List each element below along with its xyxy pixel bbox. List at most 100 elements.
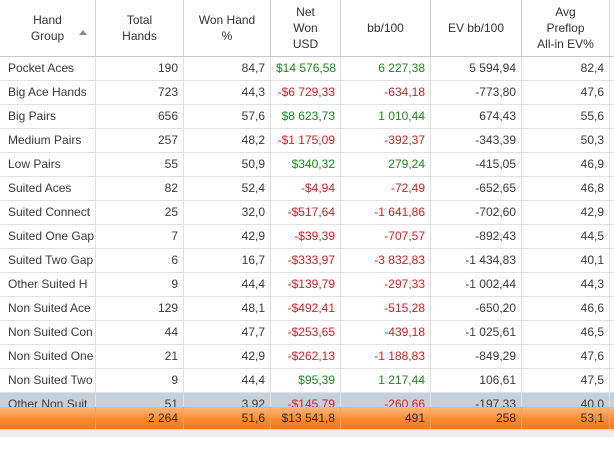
cell-hand-group: Medium Pairs xyxy=(0,129,96,152)
cell-hand-group: Suited Two Gap xyxy=(0,249,96,272)
cell-net-won-usd: $95,39 xyxy=(271,369,341,392)
total-avg-allin-ev: 53,1 xyxy=(522,407,610,429)
cell-bb-100: -297,33 xyxy=(341,273,431,296)
cell-net-won-usd: -$1 175,09 xyxy=(271,129,341,152)
row-filler xyxy=(610,225,614,248)
cell-total-hands: 723 xyxy=(96,81,184,104)
row-filler xyxy=(610,345,614,368)
cell-net-won-usd: -$333,97 xyxy=(271,249,341,272)
cell-hand-group: Non Suited One xyxy=(0,345,96,368)
cell-bb-100: -392,37 xyxy=(341,129,431,152)
cell-ev-bb-100: -343,39 xyxy=(431,129,522,152)
cell-avg-allin-ev: 82,4 xyxy=(522,57,610,80)
cell-total-hands: 55 xyxy=(96,153,184,176)
column-header-net-won-usd[interactable]: Net Won USD xyxy=(271,0,341,56)
cell-won-hand-pct: 57,6 xyxy=(184,105,271,128)
cell-ev-bb-100: 674,43 xyxy=(431,105,522,128)
totals-row: 2 264 51,6 $13 541,8 491 258 53,1 xyxy=(0,407,614,429)
column-header-bb-100[interactable]: bb/100 xyxy=(341,0,431,56)
cell-won-hand-pct: 44,3 xyxy=(184,81,271,104)
table-row[interactable]: Suited Aces 82 52,4 -$4,94 -72,49 -652,65 46,8 xyxy=(0,177,614,201)
table-row[interactable]: Suited One Gap 7 42,9 -$39,39 -707,57 -892,43… xyxy=(0,225,614,249)
cell-total-hands: 21 xyxy=(96,345,184,368)
row-filler xyxy=(610,57,614,80)
cell-total-hands: 257 xyxy=(96,129,184,152)
table-row[interactable]: Suited Two Gap 6 16,7 -$333,97 -3 832,83 -1 4… xyxy=(0,249,614,273)
cell-bb-100: 1 010,44 xyxy=(341,105,431,128)
cell-won-hand-pct: 47,7 xyxy=(184,321,271,344)
cell-avg-allin-ev: 40,1 xyxy=(522,249,610,272)
table-row[interactable]: Medium Pairs 257 48,2 -$1 175,09 -392,37 -343… xyxy=(0,129,614,153)
cell-avg-allin-ev: 50,3 xyxy=(522,129,610,152)
cell-net-won-usd: -$253,65 xyxy=(271,321,341,344)
row-filler xyxy=(610,321,614,344)
table-body: Pocket Aces 190 84,7 $14 576,58 6 227,38 5 59… xyxy=(0,57,614,417)
cell-total-hands: 190 xyxy=(96,57,184,80)
cell-avg-allin-ev: 47,5 xyxy=(522,369,610,392)
cell-total-hands: 82 xyxy=(96,177,184,200)
sort-ascending-icon[interactable] xyxy=(79,30,87,35)
cell-won-hand-pct: 52,4 xyxy=(184,177,271,200)
cell-net-won-usd: -$262,13 xyxy=(271,345,341,368)
cell-avg-allin-ev: 46,9 xyxy=(522,153,610,176)
horizontal-scrollbar[interactable] xyxy=(0,429,614,437)
row-filler xyxy=(610,297,614,320)
table-row[interactable]: Suited Connect 25 32,0 -$517,64 -1 641,86 -70… xyxy=(0,201,614,225)
cell-hand-group: Suited Aces xyxy=(0,177,96,200)
cell-ev-bb-100: -652,65 xyxy=(431,177,522,200)
cell-bb-100: 1 217,44 xyxy=(341,369,431,392)
table-row[interactable]: Non Suited Con 44 47,7 -$253,65 -439,18 -1 02… xyxy=(0,321,614,345)
cell-hand-group: Non Suited Two xyxy=(0,369,96,392)
cell-total-hands: 7 xyxy=(96,225,184,248)
cell-hand-group: Pocket Aces xyxy=(0,57,96,80)
column-header-row: Hand Group Total Hands Won Hand % Net Wo… xyxy=(0,0,614,57)
row-filler xyxy=(610,153,614,176)
column-header-ev-bb-100[interactable]: EV bb/100 xyxy=(431,0,522,56)
cell-ev-bb-100: 5 594,94 xyxy=(431,57,522,80)
total-group xyxy=(0,407,96,429)
cell-ev-bb-100: -1 002,44 xyxy=(431,273,522,296)
cell-avg-allin-ev: 46,6 xyxy=(522,297,610,320)
cell-won-hand-pct: 16,7 xyxy=(184,249,271,272)
cell-hand-group: Big Ace Hands xyxy=(0,81,96,104)
table-row[interactable]: Low Pairs 55 50,9 $340,32 279,24 -415,05 46,9 xyxy=(0,153,614,177)
cell-net-won-usd: -$139,79 xyxy=(271,273,341,296)
cell-ev-bb-100: -1 434,83 xyxy=(431,249,522,272)
cell-ev-bb-100: -415,05 xyxy=(431,153,522,176)
column-header-won-hand-pct[interactable]: Won Hand % xyxy=(184,0,271,56)
row-filler xyxy=(610,177,614,200)
row-filler xyxy=(610,129,614,152)
cell-avg-allin-ev: 55,6 xyxy=(522,105,610,128)
cell-bb-100: -439,18 xyxy=(341,321,431,344)
cell-ev-bb-100: -702,60 xyxy=(431,201,522,224)
column-header-avg-preflop-allin-ev[interactable]: Avg Preflop All-in EV% xyxy=(522,0,610,56)
column-header-total-hands[interactable]: Total Hands xyxy=(96,0,184,56)
column-header-hand-group[interactable]: Hand Group xyxy=(0,0,96,56)
cell-hand-group: Non Suited Ace xyxy=(0,297,96,320)
table-row[interactable]: Non Suited Ace 129 48,1 -$492,41 -515,28 -650… xyxy=(0,297,614,321)
table-row[interactable]: Non Suited Two 9 44,4 $95,39 1 217,44 106,61 4… xyxy=(0,369,614,393)
table-row[interactable]: Big Ace Hands 723 44,3 -$6 729,33 -634,18 -77… xyxy=(0,81,614,105)
column-header-filler xyxy=(610,0,614,56)
cell-bb-100: -72,49 xyxy=(341,177,431,200)
cell-avg-allin-ev: 44,5 xyxy=(522,225,610,248)
row-filler xyxy=(610,81,614,104)
cell-won-hand-pct: 44,4 xyxy=(184,273,271,296)
cell-won-hand-pct: 32,0 xyxy=(184,201,271,224)
table-row[interactable]: Pocket Aces 190 84,7 $14 576,58 6 227,38 5 59… xyxy=(0,57,614,81)
cell-won-hand-pct: 84,7 xyxy=(184,57,271,80)
cell-ev-bb-100: -849,29 xyxy=(431,345,522,368)
table-row[interactable]: Big Pairs 656 57,6 $8 623,73 1 010,44 674,43 5… xyxy=(0,105,614,129)
cell-bb-100: -634,18 xyxy=(341,81,431,104)
cell-hand-group: Other Suited H xyxy=(0,273,96,296)
cell-hand-group: Low Pairs xyxy=(0,153,96,176)
cell-bb-100: -707,57 xyxy=(341,225,431,248)
cell-bb-100: 6 227,38 xyxy=(341,57,431,80)
cell-won-hand-pct: 48,2 xyxy=(184,129,271,152)
cell-avg-allin-ev: 46,5 xyxy=(522,321,610,344)
cell-total-hands: 6 xyxy=(96,249,184,272)
cell-won-hand-pct: 42,9 xyxy=(184,345,271,368)
table-row[interactable]: Non Suited One 21 42,9 -$262,13 -1 188,83 -84… xyxy=(0,345,614,369)
table-row[interactable]: Other Suited H 9 44,4 -$139,79 -297,33 -1 002… xyxy=(0,273,614,297)
cell-hand-group: Non Suited Con xyxy=(0,321,96,344)
